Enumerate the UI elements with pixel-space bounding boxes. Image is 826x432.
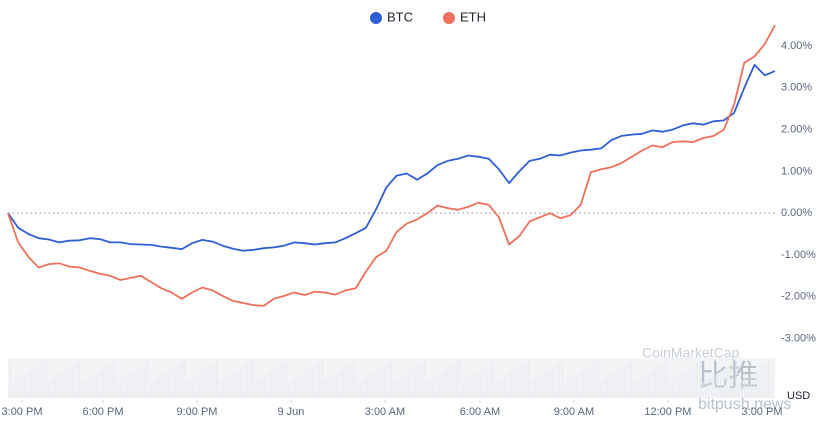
x-tick-label: 6:00 AM (460, 406, 500, 418)
watermark: 比推 (698, 360, 758, 393)
x-tick-label: 3:00 AM (365, 406, 405, 418)
series-line (7, 24, 776, 307)
watermark: bitpush.news (698, 396, 791, 413)
x-tick-label: 9:00 PM (177, 406, 218, 418)
y-tick-label: -3.00% (781, 332, 816, 344)
y-tick-label: 1.00% (781, 165, 812, 177)
legend-marker (370, 12, 382, 24)
series-line (7, 64, 776, 252)
x-tick-label: 3:00 PM (2, 406, 43, 418)
legend-marker (443, 12, 455, 24)
x-tick-label: 9 Jun (278, 406, 305, 418)
y-tick-label: 4.00% (781, 40, 812, 52)
y-unit: USD (787, 390, 810, 402)
y-tick-label: 3.00% (781, 82, 812, 94)
legend-label: BTC (387, 9, 413, 24)
legend-label: ETH (460, 9, 486, 24)
x-tick-label: 3:00 PM (742, 406, 783, 418)
x-tick-label: 9:00 AM (554, 406, 594, 418)
x-tick-label: 12:00 PM (644, 406, 691, 418)
y-tick-label: 2.00% (781, 124, 812, 136)
watermark: CoinMarketCap (642, 345, 739, 361)
x-tick-label: 6:00 PM (83, 406, 124, 418)
y-tick-label: -1.00% (781, 249, 816, 261)
y-tick-label: -2.00% (781, 291, 816, 303)
y-tick-label: 0.00% (781, 207, 812, 219)
